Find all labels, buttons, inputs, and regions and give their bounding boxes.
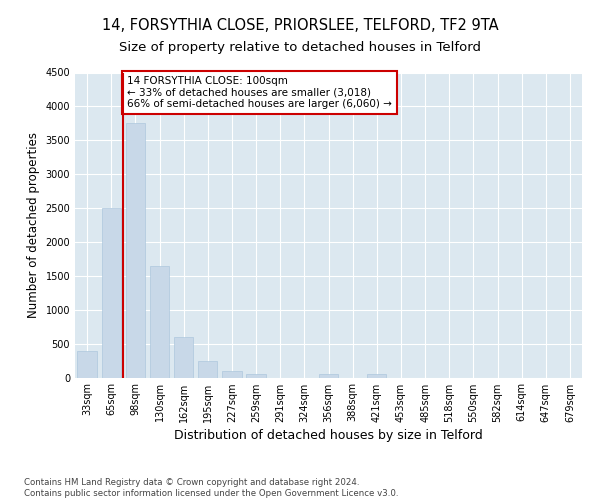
Text: Size of property relative to detached houses in Telford: Size of property relative to detached ho… — [119, 41, 481, 54]
Bar — [222, 370, 242, 378]
Bar — [77, 351, 97, 378]
X-axis label: Distribution of detached houses by size in Telford: Distribution of detached houses by size … — [174, 429, 483, 442]
Bar — [126, 124, 145, 378]
Text: 14 FORSYTHIA CLOSE: 100sqm
← 33% of detached houses are smaller (3,018)
66% of s: 14 FORSYTHIA CLOSE: 100sqm ← 33% of deta… — [127, 76, 392, 109]
Y-axis label: Number of detached properties: Number of detached properties — [27, 132, 40, 318]
Bar — [367, 374, 386, 378]
Bar — [150, 266, 169, 378]
Text: 14, FORSYTHIA CLOSE, PRIORSLEE, TELFORD, TF2 9TA: 14, FORSYTHIA CLOSE, PRIORSLEE, TELFORD,… — [101, 18, 499, 32]
Bar — [198, 361, 217, 378]
Bar — [319, 374, 338, 378]
Bar — [101, 208, 121, 378]
Bar — [174, 337, 193, 378]
Bar — [247, 374, 266, 378]
Text: Contains HM Land Registry data © Crown copyright and database right 2024.
Contai: Contains HM Land Registry data © Crown c… — [24, 478, 398, 498]
